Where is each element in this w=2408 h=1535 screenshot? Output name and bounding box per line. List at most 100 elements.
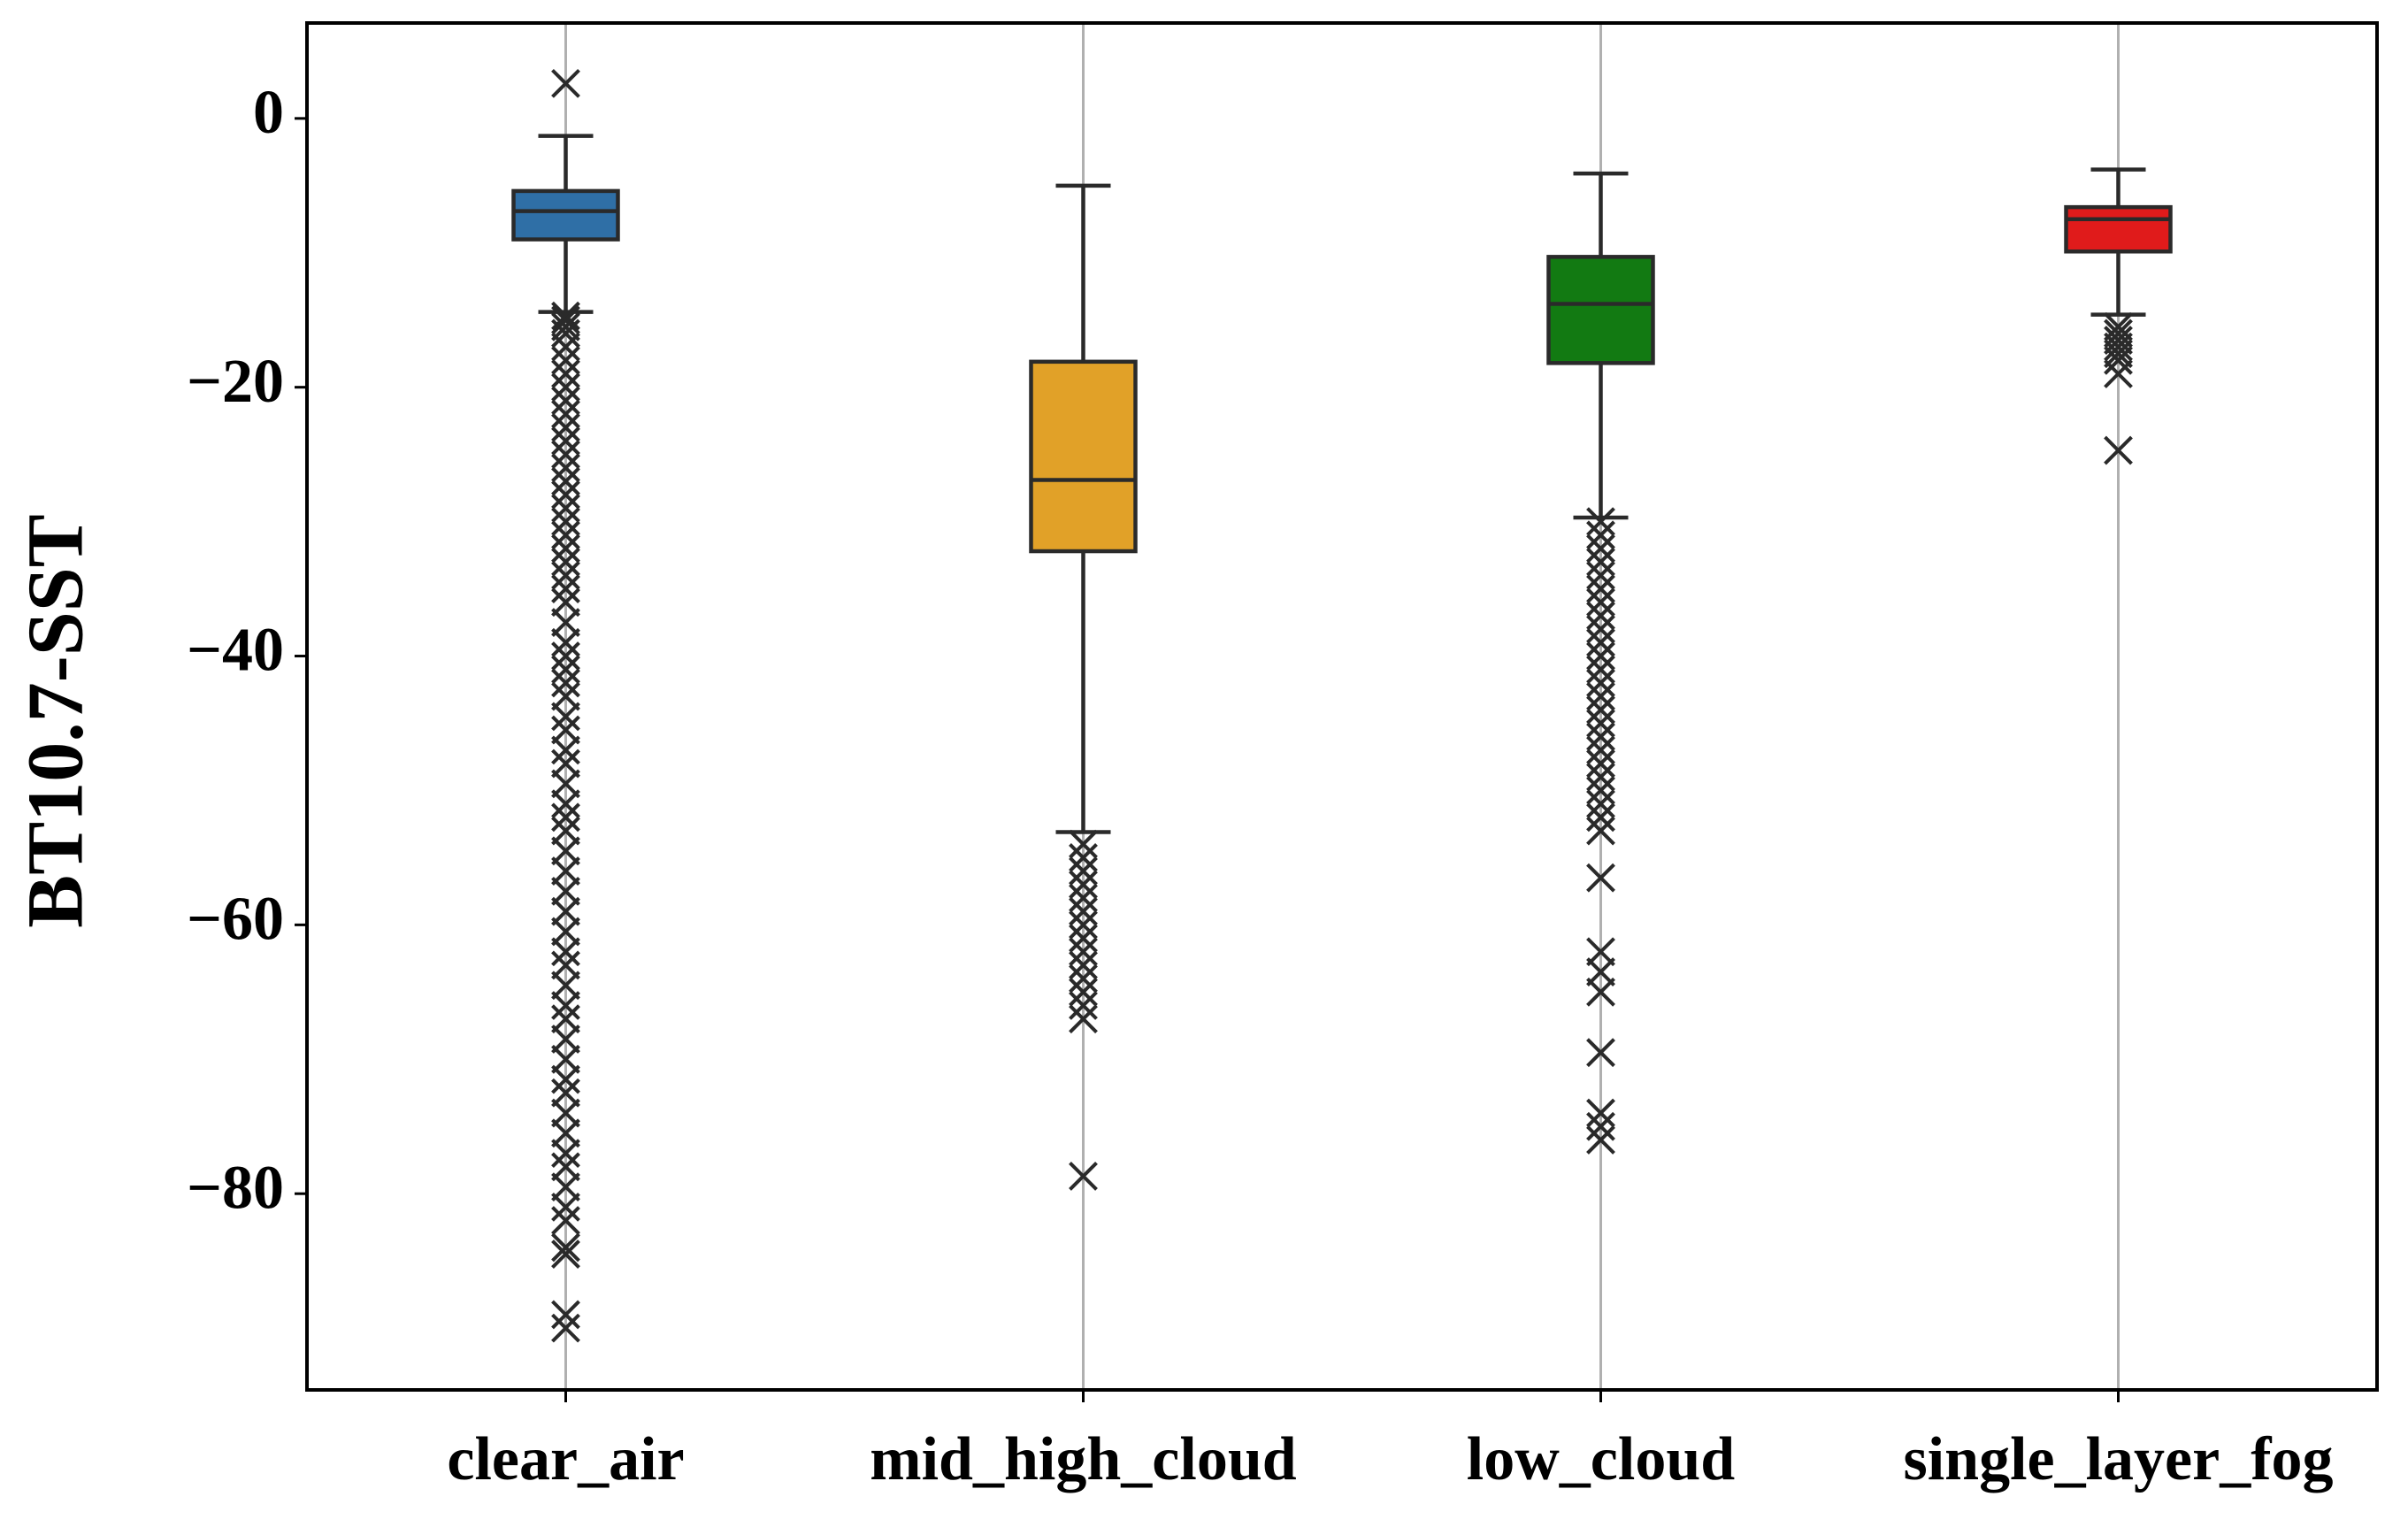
outlier	[1586, 560, 1615, 590]
outlier	[1586, 533, 1615, 564]
outlier	[1586, 681, 1615, 711]
outlier	[551, 1192, 580, 1222]
outlier	[551, 1313, 580, 1343]
x-tick-label: single_layer_fog	[1903, 1425, 2333, 1493]
outlier	[551, 426, 580, 456]
outlier	[1069, 963, 1098, 994]
outlier	[551, 412, 580, 442]
outlier	[551, 520, 580, 550]
outlier	[1069, 896, 1098, 926]
outlier	[1069, 883, 1098, 913]
outlier	[1069, 829, 1098, 859]
x-tick-label: mid_high_cloud	[870, 1425, 1296, 1493]
outlier	[551, 466, 580, 496]
whisker-low	[1055, 551, 1111, 834]
outlier	[1586, 627, 1615, 657]
outlier	[1586, 789, 1615, 819]
whisker-low	[2090, 251, 2146, 317]
outlier	[1586, 507, 1615, 537]
outlier	[1586, 748, 1615, 779]
outlier	[1586, 802, 1615, 833]
outlier	[551, 507, 580, 537]
outlier	[551, 319, 580, 349]
outlier	[1069, 991, 1098, 1020]
outlier	[551, 641, 580, 671]
outlier	[551, 399, 580, 429]
outlier	[551, 991, 580, 1020]
outlier	[1586, 574, 1615, 603]
outlier	[1586, 776, 1615, 805]
outlier	[551, 345, 580, 375]
outlier	[1069, 909, 1098, 940]
outlier	[551, 668, 580, 698]
outlier	[551, 1232, 580, 1263]
outlier	[551, 937, 580, 967]
outlier	[1586, 816, 1615, 846]
outlier	[1586, 695, 1615, 725]
y-axis-label: BT10.7-SST	[12, 514, 100, 928]
outlier	[1586, 863, 1615, 893]
whisker-high	[2090, 167, 2146, 208]
outlier	[1069, 977, 1098, 1007]
outlier	[1586, 977, 1615, 1007]
outlier	[551, 802, 580, 833]
outlier	[551, 305, 580, 335]
outlier	[1586, 587, 1615, 618]
outlier	[551, 1064, 580, 1094]
outlier	[1586, 1111, 1615, 1141]
y-tick-label: −80	[187, 1154, 284, 1222]
outlier	[551, 627, 580, 657]
outlier	[551, 1139, 580, 1169]
outlier	[551, 480, 580, 510]
outlier	[2104, 435, 2133, 465]
outlier	[1586, 762, 1615, 792]
outlier	[1069, 1004, 1098, 1034]
y-tick-label: −40	[187, 617, 284, 685]
outlier	[551, 372, 580, 403]
outlier	[1586, 520, 1615, 550]
box	[1546, 255, 1655, 365]
box	[1029, 359, 1138, 554]
y-tick-label: −60	[187, 885, 284, 953]
outlier	[551, 789, 580, 819]
outlier	[1069, 924, 1098, 953]
outlier	[551, 655, 580, 685]
outlier	[1069, 950, 1098, 980]
outlier	[1069, 1162, 1098, 1191]
whisker-high	[538, 134, 594, 191]
whisker-high	[1573, 171, 1629, 257]
outlier	[1069, 856, 1098, 886]
outlier	[551, 440, 580, 470]
outlier	[551, 1206, 580, 1235]
outlier	[551, 533, 580, 564]
box	[511, 188, 620, 242]
outlier	[1586, 1098, 1615, 1128]
outlier	[1586, 655, 1615, 685]
outlier	[1586, 668, 1615, 698]
outlier	[1586, 735, 1615, 765]
outlier	[1586, 547, 1615, 577]
outlier	[2104, 345, 2133, 375]
outlier	[551, 574, 580, 603]
y-tick-label: −20	[187, 348, 284, 416]
outlier	[551, 1240, 580, 1269]
outlier	[1586, 1038, 1615, 1068]
plot-frame	[305, 21, 2379, 1392]
whisker-low	[538, 239, 594, 314]
outlier	[1069, 842, 1098, 872]
outlier	[551, 359, 580, 388]
whisker-high	[1055, 183, 1111, 362]
outlier	[1586, 709, 1615, 738]
outlier	[551, 560, 580, 590]
outlier	[551, 453, 580, 483]
y-tick-label: 0	[253, 79, 284, 147]
outlier	[1069, 870, 1098, 900]
x-tick-label: clear_air	[447, 1425, 684, 1493]
outlier	[551, 332, 580, 362]
outlier	[551, 494, 580, 523]
outlier	[551, 735, 580, 765]
outlier	[2104, 332, 2133, 362]
outlier	[1586, 614, 1615, 644]
outlier	[1586, 601, 1615, 631]
